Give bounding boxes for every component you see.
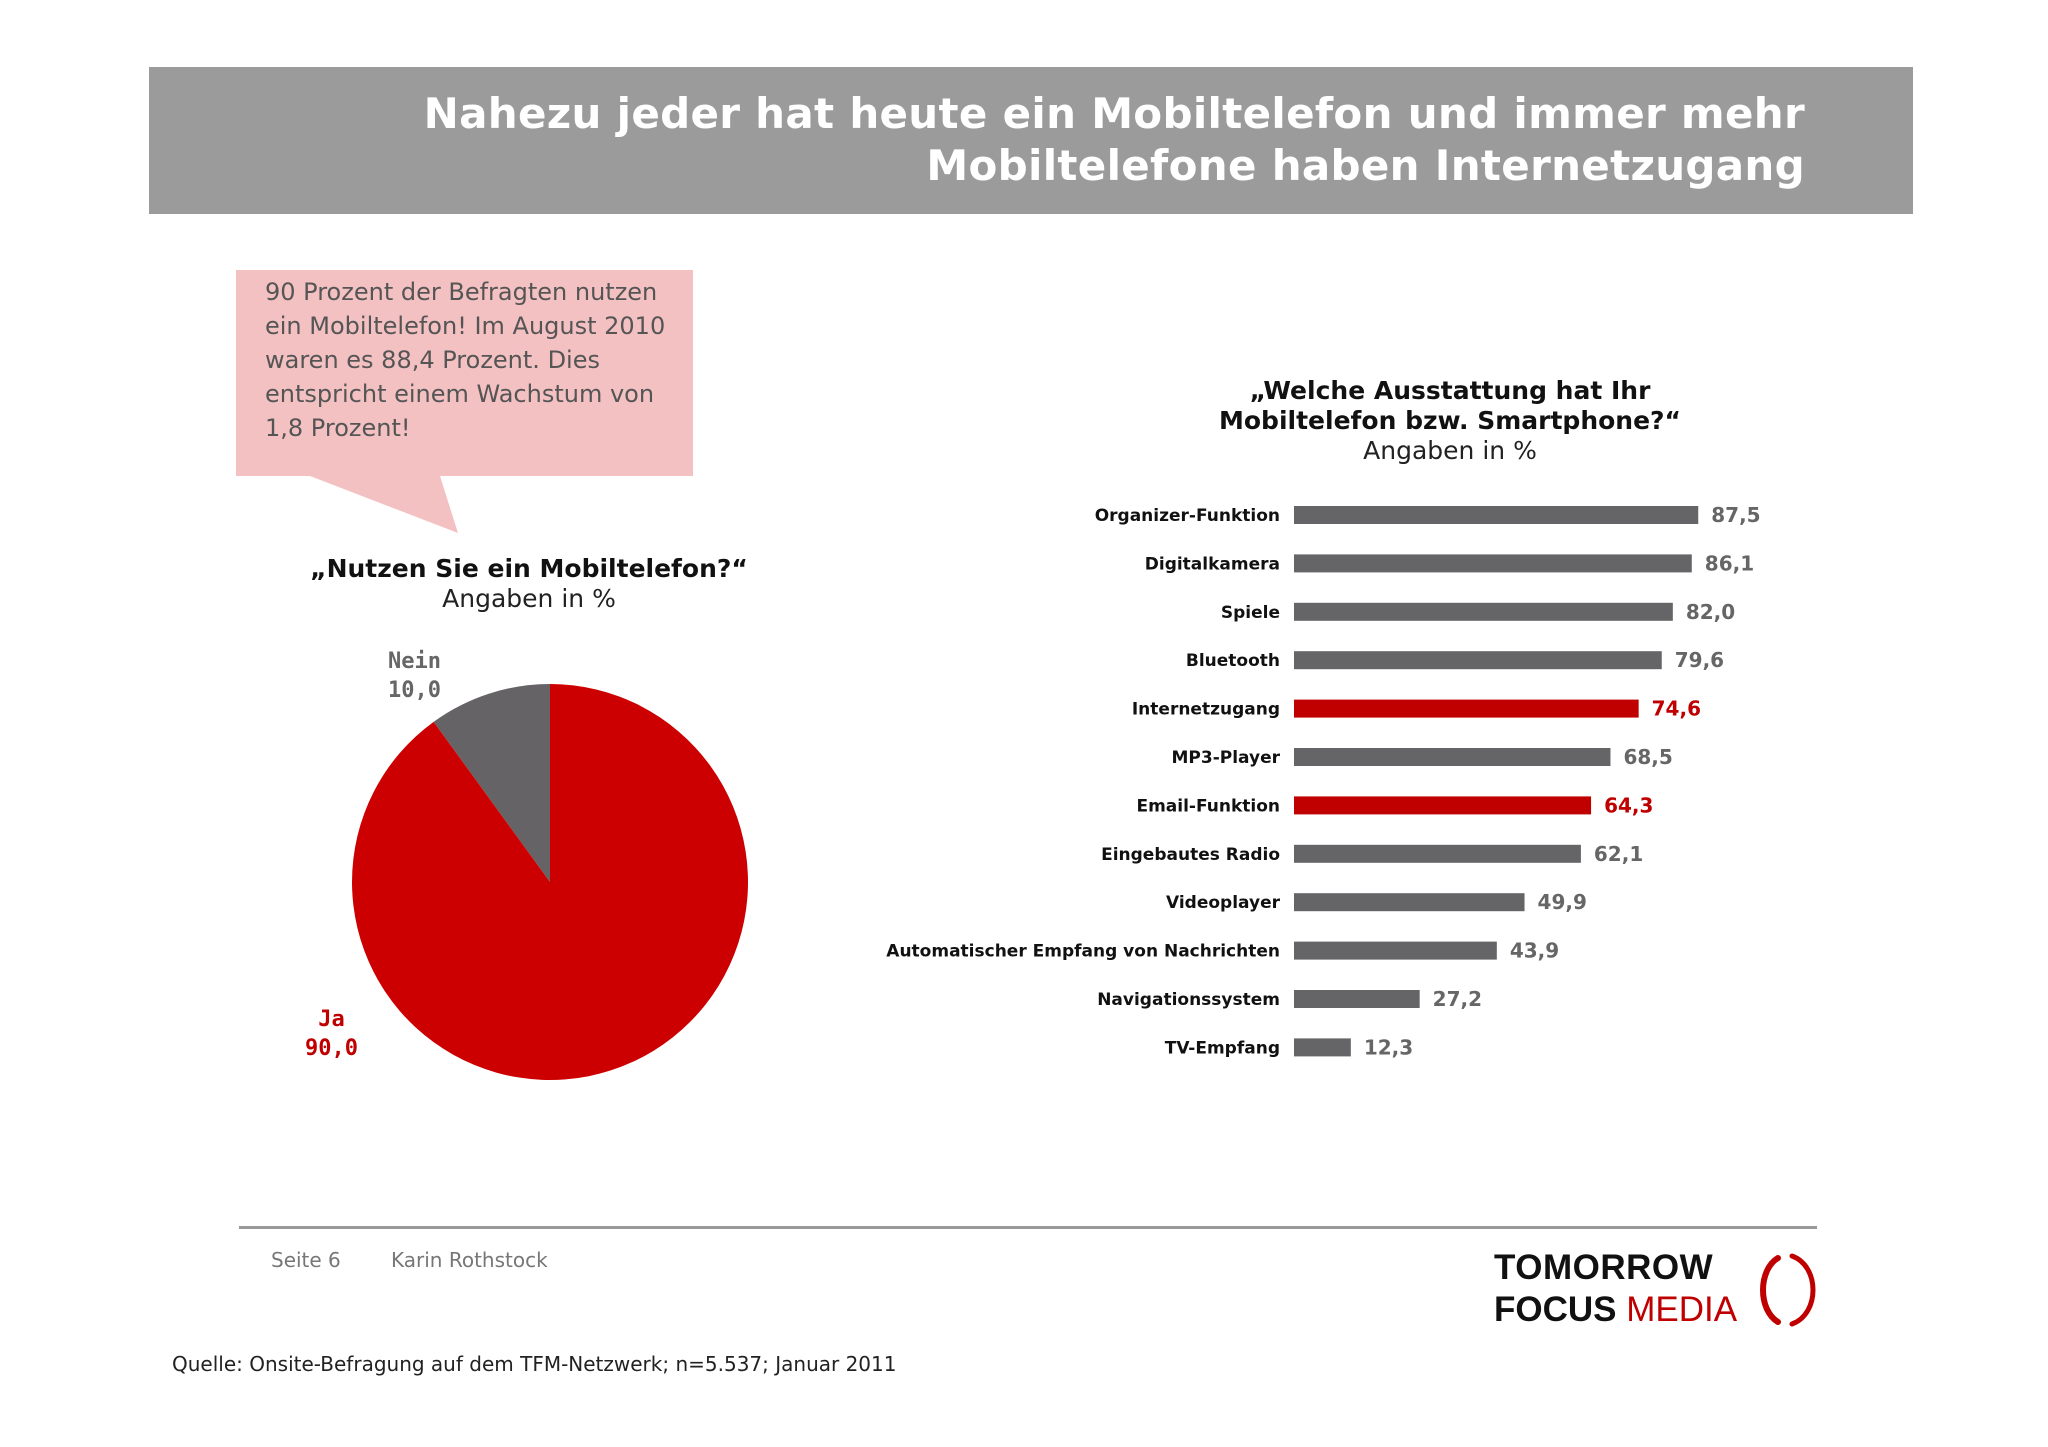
- bar-chart-title: „Welche Ausstattung hat Ihr Mobiltelefon…: [1130, 376, 1770, 466]
- pie-slice-ja: [352, 684, 748, 1080]
- page-title-line-2: Mobiltelefone haben Internetzugang: [926, 141, 1805, 190]
- footer-divider: [239, 1226, 1817, 1229]
- bar-value-label: 87,5: [1711, 503, 1760, 527]
- bar-value-label: 27,2: [1433, 987, 1482, 1011]
- bar: [1294, 651, 1662, 670]
- bar-category-label: Videoplayer: [1166, 893, 1281, 913]
- bar-value-label: 82,0: [1686, 600, 1735, 624]
- pie-chart: Nein 10,0 Ja 90,0: [300, 620, 870, 1100]
- pie-label-nein-value: 10,0: [388, 678, 441, 703]
- bar-category-label: Email-Funktion: [1136, 796, 1280, 816]
- bar-value-label: 79,6: [1675, 648, 1724, 672]
- bar-value-label: 64,3: [1604, 793, 1653, 817]
- logo-tomorrow: TOMORROW: [1494, 1248, 1714, 1287]
- bar-category-label: Digitalkamera: [1145, 554, 1280, 574]
- bar-category-label: TV-Empfang: [1165, 1038, 1280, 1058]
- bar: [1294, 748, 1611, 766]
- bar-value-label: 68,5: [1623, 745, 1672, 769]
- bar-category-label: Organizer-Funktion: [1095, 506, 1280, 526]
- bar-svg: Organizer-Funktion 87,5 Digitalkamera 86,1 S…: [886, 503, 1760, 1059]
- pie-label-ja-value: 90,0: [305, 1036, 358, 1061]
- bar: [1294, 1038, 1351, 1057]
- bar: [1294, 554, 1692, 573]
- pie-svg: [352, 684, 748, 1080]
- bar-value-label: 12,3: [1364, 1035, 1413, 1059]
- bar-value-label: 49,9: [1538, 890, 1587, 914]
- page-title-line-1: Nahezu jeder hat heute ein Mobiltelefon …: [423, 89, 1805, 138]
- logo-media: MEDIA: [1626, 1290, 1738, 1329]
- header-bar: Nahezu jeder hat heute ein Mobiltelefon …: [149, 67, 1913, 214]
- pie-chart-title: „Nutzen Sie ein Mobiltelefon?“ Angaben i…: [279, 554, 779, 614]
- logo-mark-icon: [1760, 1253, 1816, 1327]
- bar-question: „Welche Ausstattung hat Ihr Mobiltelefon…: [1219, 376, 1681, 435]
- source-note: Quelle: Onsite-Befragung auf dem TFM-Net…: [172, 1352, 897, 1376]
- pie-label-nein-name: Nein: [388, 649, 441, 674]
- bar: [1294, 796, 1592, 815]
- author-name: Karin Rothstock: [391, 1248, 548, 1272]
- bar: [1294, 699, 1639, 718]
- bar-category-label: Eingebautes Radio: [1101, 845, 1280, 865]
- bar: [1294, 602, 1673, 621]
- bar-value-label: 62,1: [1594, 842, 1643, 866]
- pie-question: „Nutzen Sie ein Mobiltelefon?“: [310, 554, 748, 583]
- bar: [1294, 893, 1525, 912]
- bar-category-label: Automatischer Empfang von Nachrichten: [886, 942, 1280, 962]
- bar-unit: Angaben in %: [1363, 436, 1537, 465]
- logo-focus-media: FOCUS MEDIA: [1494, 1290, 1737, 1330]
- pie-slice-nein: [433, 684, 550, 882]
- bar-category-label: Internetzugang: [1132, 700, 1280, 720]
- company-logo: TOMORROW FOCUS MEDIA: [1494, 1248, 1824, 1338]
- bar-category-label: MP3-Player: [1172, 748, 1281, 768]
- page-number: Seite 6: [271, 1248, 341, 1272]
- bar-value-label: 43,9: [1510, 939, 1559, 963]
- bar-value-label: 74,6: [1652, 697, 1701, 721]
- bar-value-label: 86,1: [1705, 551, 1754, 575]
- bar-category-label: Bluetooth: [1186, 651, 1280, 671]
- bar: [1294, 844, 1581, 863]
- callout-box: [236, 270, 693, 476]
- bar: [1294, 941, 1497, 960]
- bar: [1294, 506, 1699, 524]
- callout-text: 90 Prozent der Befragten nutzen ein Mobi…: [265, 278, 666, 442]
- bar-category-label: Navigationssystem: [1097, 990, 1280, 1010]
- pie-label-nein: Nein 10,0: [388, 647, 441, 705]
- pie-unit: Angaben in %: [442, 584, 616, 613]
- logo-focus: FOCUS: [1494, 1290, 1617, 1329]
- bar-chart: Organizer-Funktion 87,5 Digitalkamera 86,1 S…: [880, 498, 1880, 1078]
- pie-label-ja: Ja 90,0: [305, 1005, 358, 1063]
- bar: [1294, 990, 1420, 1008]
- bar-category-label: Spiele: [1221, 603, 1280, 623]
- pie-label-ja-name: Ja: [318, 1007, 345, 1032]
